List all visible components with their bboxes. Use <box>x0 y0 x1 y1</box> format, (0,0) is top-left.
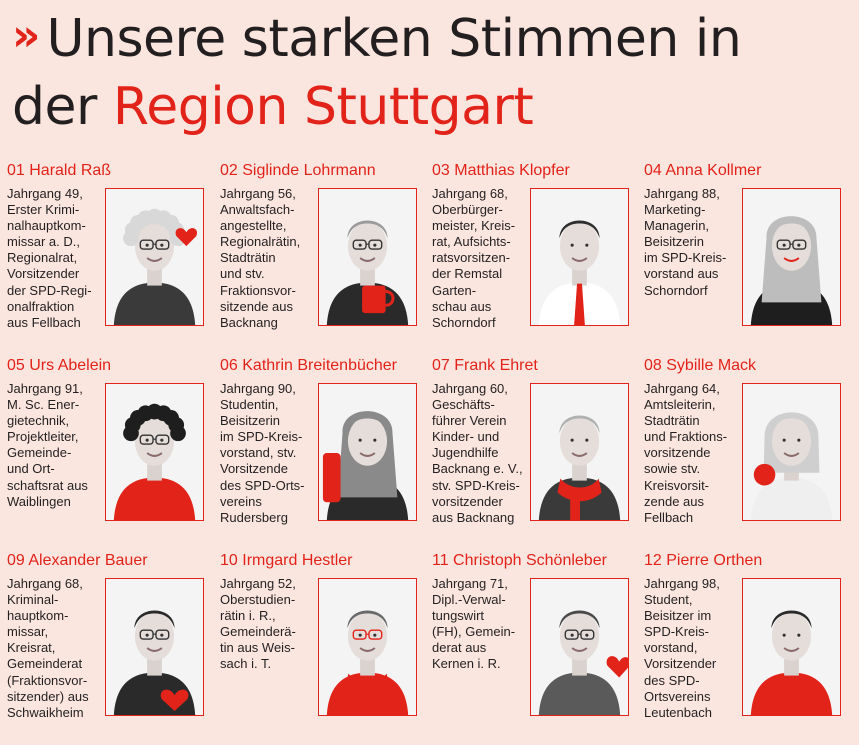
candidate-bio: Jahrgang 64, Amtsleiterin, Stadträtin un… <box>644 381 728 525</box>
candidate-bio: Jahrgang 88, Marketing- Managerin, Beisi… <box>644 186 727 298</box>
candidate-photo <box>105 383 204 521</box>
candidate-bio: Jahrgang 52, Oberstudien- rätin i. R., G… <box>220 576 296 672</box>
candidate-card: 01 Harald Raß Jahrgang 49, Erster Krimi-… <box>7 161 219 346</box>
candidate-photo <box>530 188 629 326</box>
candidate-name: 10 Irmgard Hestler <box>220 552 353 569</box>
page-headline: » Unsere starken Stimmen in der Region St… <box>12 2 742 141</box>
portrait-illustration <box>531 384 628 520</box>
candidate-name: 01 Harald Raß <box>7 162 112 179</box>
portrait-illustration <box>743 384 840 520</box>
headline-line2-red: Region Stuttgart <box>112 77 534 137</box>
candidate-bio: Jahrgang 91, M. Sc. Ener- gietechnik, Pr… <box>7 381 88 509</box>
candidate-card: 06 Kathrin Breitenbücher Jahrgang 90, St… <box>220 356 432 541</box>
portrait-illustration <box>106 384 203 520</box>
candidate-photo <box>742 383 841 521</box>
candidate-card: 09 Alexander Bauer Jahrgang 68, Kriminal… <box>7 551 219 736</box>
candidate-card: 05 Urs Abelein Jahrgang 91, M. Sc. Ener-… <box>7 356 219 541</box>
candidate-card: 07 Frank Ehret Jahrgang 60, Geschäfts- f… <box>432 356 644 541</box>
portrait-illustration <box>531 579 628 715</box>
portrait-illustration <box>319 189 416 325</box>
candidate-name: 04 Anna Kollmer <box>644 162 762 179</box>
candidate-bio: Jahrgang 68, Kriminal- hauptkom- missar,… <box>7 576 89 720</box>
candidate-bio: Jahrgang 90, Studentin, Beisitzerin im S… <box>220 381 305 525</box>
candidate-bio: Jahrgang 71, Dipl.-Verwal- tungswirt (FH… <box>432 576 516 672</box>
candidate-card: 08 Sybille Mack Jahrgang 64, Amtsleiteri… <box>644 356 856 541</box>
candidate-name: 05 Urs Abelein <box>7 357 112 374</box>
candidate-card: 11 Christoph Schönleber Jahrgang 71, Dip… <box>432 551 644 736</box>
candidate-photo <box>105 578 204 716</box>
candidate-card: 03 Matthias Klopfer Jahrgang 68, Oberbür… <box>432 161 644 346</box>
candidate-card: 02 Siglinde Lohrmann Jahrgang 56, Anwalt… <box>220 161 432 346</box>
candidate-bio: Jahrgang 56, Anwaltsfach- angestellte, R… <box>220 186 301 330</box>
portrait-illustration <box>743 189 840 325</box>
candidate-bio: Jahrgang 49, Erster Krimi- nalhauptkom- … <box>7 186 92 330</box>
candidate-name: 12 Pierre Orthen <box>644 552 763 569</box>
candidate-bio: Jahrgang 60, Geschäfts- führer Verein Ki… <box>432 381 523 525</box>
portrait-illustration <box>106 189 203 325</box>
candidate-name: 02 Siglinde Lohrmann <box>220 162 376 179</box>
candidate-photo <box>318 383 417 521</box>
candidate-photo <box>530 578 629 716</box>
headline-line2-dark: der <box>12 77 97 137</box>
candidate-card: 04 Anna Kollmer Jahrgang 88, Marketing- … <box>644 161 856 346</box>
headline-line1: Unsere starken Stimmen in <box>46 9 742 69</box>
candidate-name: 03 Matthias Klopfer <box>432 162 570 179</box>
candidate-photo <box>105 188 204 326</box>
candidate-name: 08 Sybille Mack <box>644 357 757 374</box>
candidate-bio: Jahrgang 98, Student, Beisitzer im SPD-K… <box>644 576 720 720</box>
candidate-photo <box>318 578 417 716</box>
portrait-illustration <box>743 579 840 715</box>
candidate-name: 06 Kathrin Breitenbücher <box>220 357 397 374</box>
candidate-card: 10 Irmgard Hestler Jahrgang 52, Oberstud… <box>220 551 432 736</box>
candidate-card: 12 Pierre Orthen Jahrgang 98, Student, B… <box>644 551 856 736</box>
candidate-name: 09 Alexander Bauer <box>7 552 148 569</box>
portrait-illustration <box>319 579 416 715</box>
candidate-photo <box>742 578 841 716</box>
candidate-photo <box>318 188 417 326</box>
portrait-illustration <box>319 384 416 520</box>
portrait-illustration <box>531 189 628 325</box>
candidate-name: 07 Frank Ehret <box>432 357 538 374</box>
candidate-name: 11 Christoph Schönleber <box>432 552 607 569</box>
candidate-photo <box>530 383 629 521</box>
candidate-photo <box>742 188 841 326</box>
candidate-bio: Jahrgang 68, Oberbürger- meister, Kreis-… <box>432 186 516 330</box>
portrait-illustration <box>106 579 203 715</box>
